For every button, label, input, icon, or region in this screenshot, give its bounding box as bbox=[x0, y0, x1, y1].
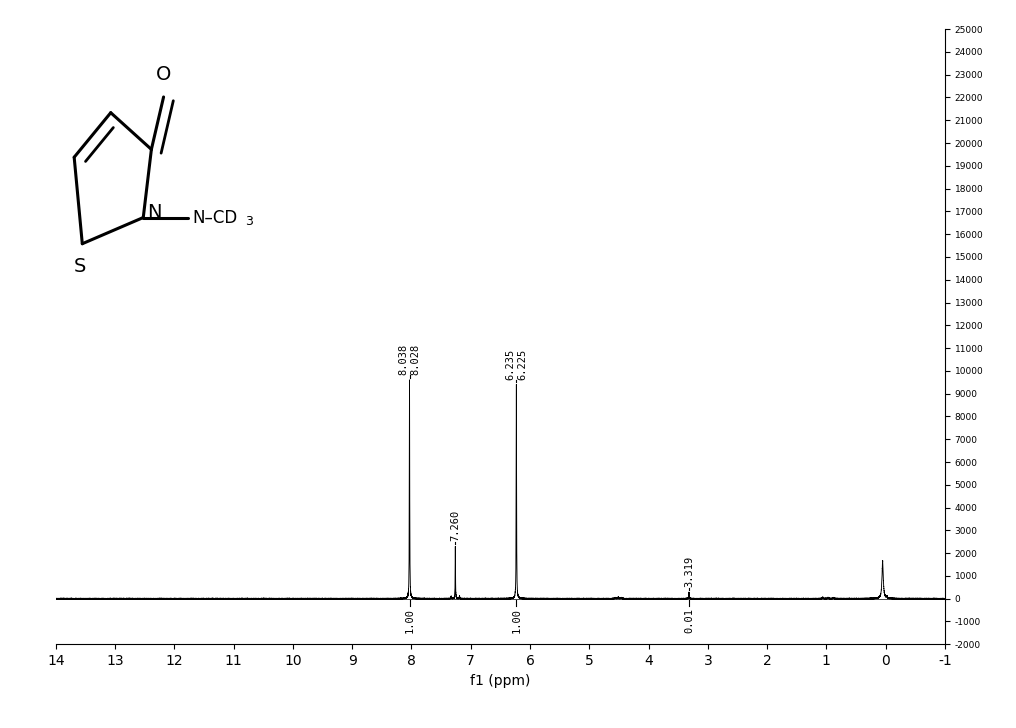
Text: 1.00: 1.00 bbox=[511, 608, 521, 633]
Text: O: O bbox=[155, 65, 172, 84]
Text: 7.260: 7.260 bbox=[450, 510, 460, 542]
Text: 0.01: 0.01 bbox=[684, 608, 694, 633]
Text: 3: 3 bbox=[245, 215, 253, 228]
Text: 6.235
6.225: 6.235 6.225 bbox=[506, 348, 527, 379]
Text: S: S bbox=[74, 257, 86, 276]
X-axis label: f1 (ppm): f1 (ppm) bbox=[470, 673, 530, 687]
Text: 8.038
8.028: 8.038 8.028 bbox=[398, 344, 421, 375]
Text: N–CD: N–CD bbox=[192, 208, 238, 226]
Text: 1.00: 1.00 bbox=[404, 608, 415, 633]
Text: N: N bbox=[147, 203, 162, 222]
Text: 3.319: 3.319 bbox=[684, 556, 694, 587]
